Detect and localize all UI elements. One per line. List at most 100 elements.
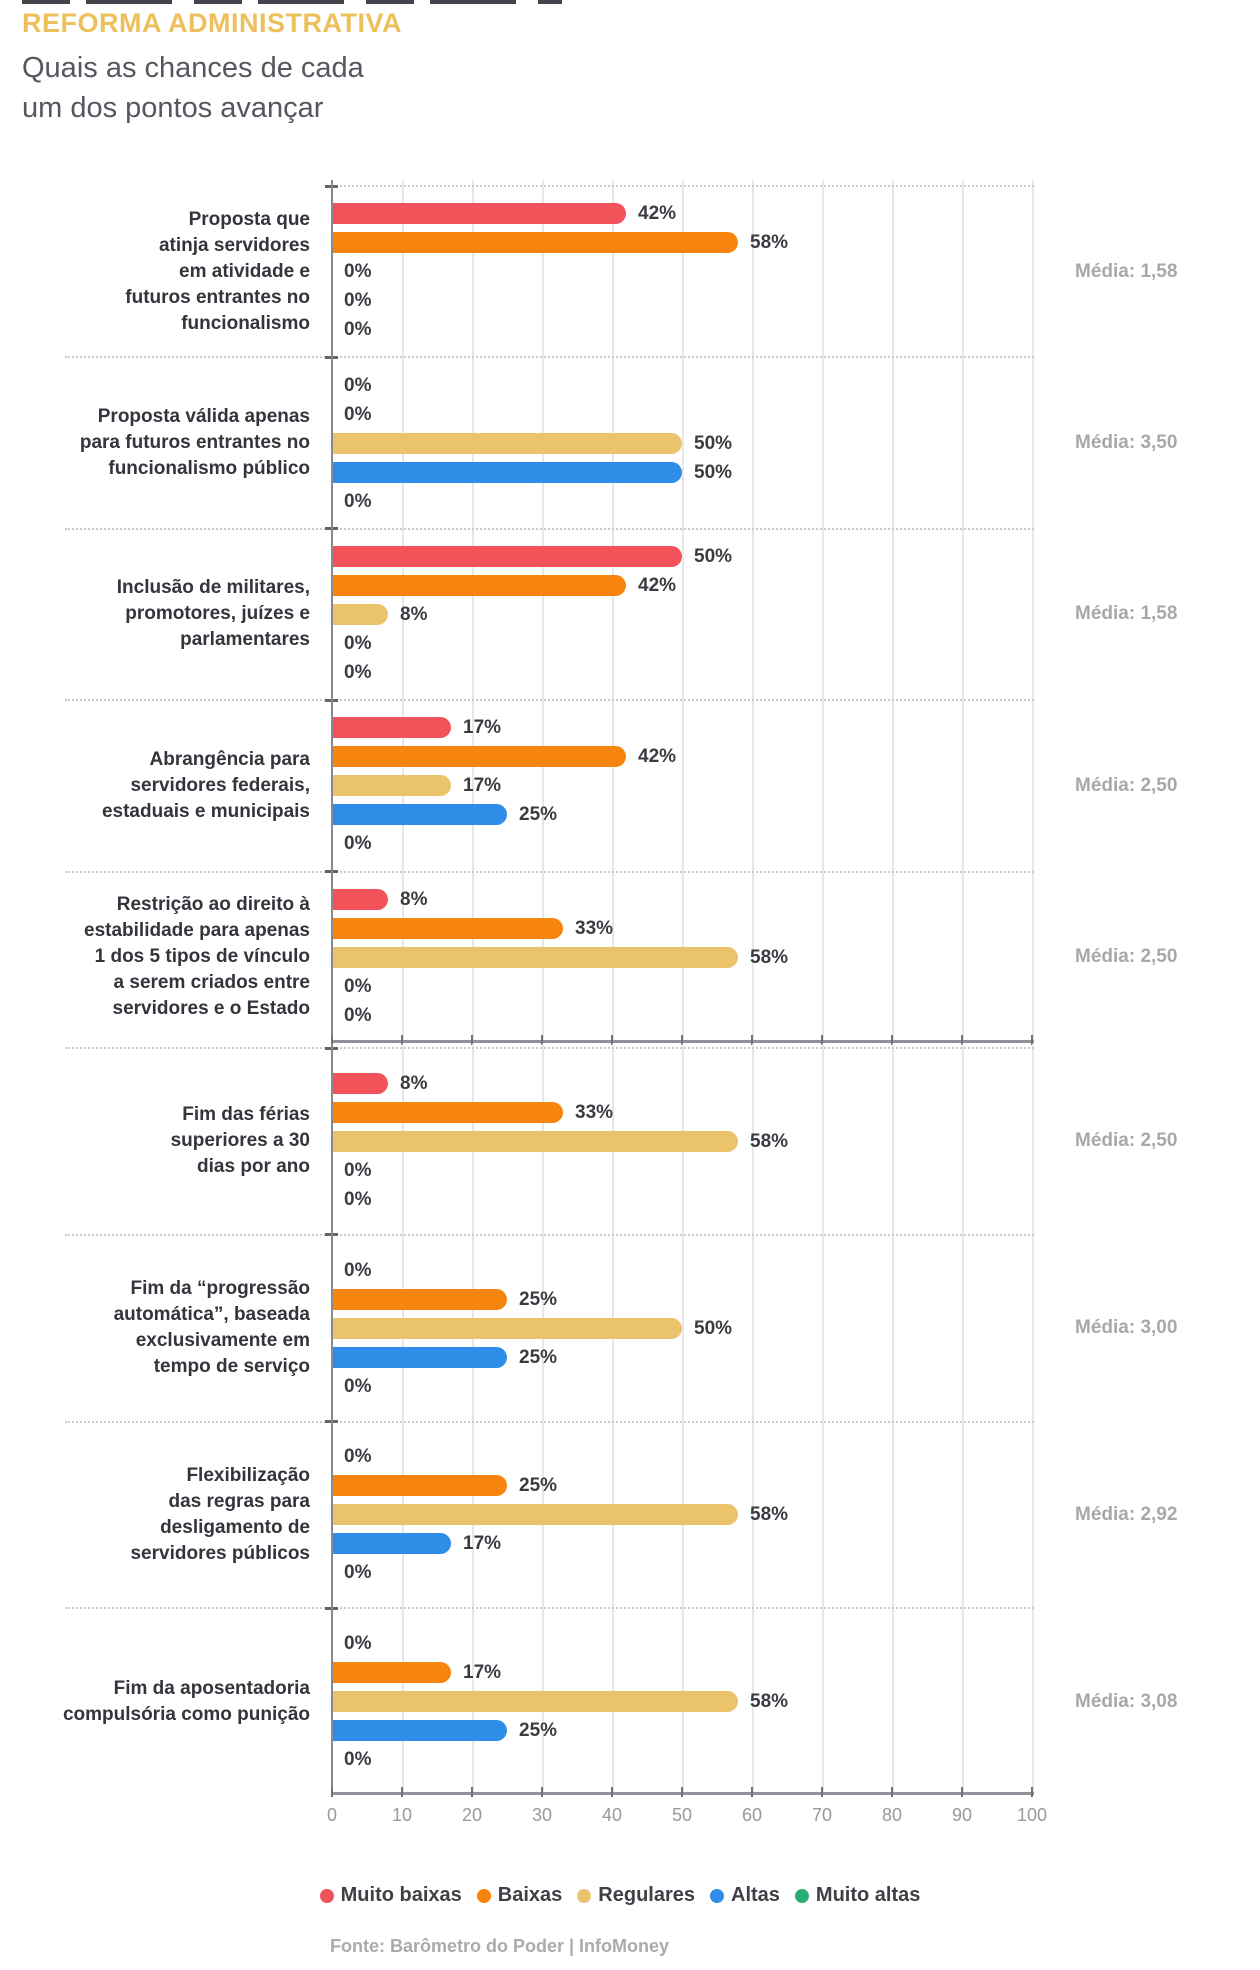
legend-label: Altas <box>731 1884 780 1906</box>
axis-tick <box>821 1787 823 1797</box>
bar-value-label: 50% <box>694 545 733 567</box>
bar <box>332 717 451 739</box>
legend-item: Regulares <box>577 1884 695 1907</box>
bar <box>332 746 626 768</box>
bar <box>332 603 388 625</box>
legend-item: Muito baixas <box>319 1884 462 1907</box>
bar-row: 50% <box>332 542 1032 571</box>
axis-tick <box>961 1787 963 1797</box>
bar-row: 25% <box>332 1343 1032 1372</box>
bar-row: 0% <box>332 371 1032 400</box>
bar-row: 17% <box>332 1658 1032 1687</box>
page-subtitle: Quais as chances de cada um dos pontos a… <box>22 48 364 128</box>
group-separator-line <box>65 1607 1034 1610</box>
axis-spine <box>331 180 333 1043</box>
bar-value-label: 0% <box>344 319 372 341</box>
bar-row: 8% <box>332 885 1032 914</box>
bar-rows: 0% 25% 50% 25% 0% <box>332 1235 1032 1422</box>
bar-value-label: 25% <box>519 804 558 826</box>
bar-row: 8% <box>332 1069 1032 1098</box>
bar-rows: 0% 25% 58% 17% 0% <box>332 1422 1032 1609</box>
bar-value-label: 0% <box>344 290 372 312</box>
bar-row: 50% <box>332 429 1032 458</box>
bar-value-label: 0% <box>344 261 372 283</box>
gridline <box>1032 180 1034 1043</box>
bar-row: 0% <box>332 629 1032 658</box>
cropped-text-fragments <box>22 0 562 4</box>
gridline <box>472 1044 474 1795</box>
gridline <box>402 1044 404 1795</box>
axis-tick-label: 40 <box>601 1805 623 1825</box>
bar <box>332 1662 451 1684</box>
axis-tick <box>611 1787 613 1797</box>
axis-tick <box>681 1035 683 1045</box>
bar-row: 25% <box>332 800 1032 829</box>
bar-row: 17% <box>332 713 1032 742</box>
bar-value-label: 42% <box>638 746 677 768</box>
category-label: Abrangência para servidores federais, es… <box>101 748 310 822</box>
bar-value-label: 8% <box>400 888 428 910</box>
bar-rows: 0% 0% 50% 50% 0% <box>332 357 1032 528</box>
axis-tick <box>331 1787 333 1797</box>
page-subtitle-line: Quais as chances de cada <box>22 52 364 84</box>
bar <box>332 1720 507 1742</box>
bar-row: 0% <box>332 1372 1032 1401</box>
axis-tick <box>401 1787 403 1797</box>
bar-row: 17% <box>332 771 1032 800</box>
bar-value-label: 17% <box>463 1662 502 1684</box>
media-label: Média: 1,58 <box>1075 260 1178 282</box>
gridline <box>752 1044 754 1795</box>
bar-row: 50% <box>332 458 1032 487</box>
bar-value-label: 58% <box>750 232 789 254</box>
axis-tick-label: 70 <box>811 1805 833 1825</box>
axis-tick <box>541 1787 543 1797</box>
category-label: Proposta válida apenas para futuros entr… <box>79 406 310 480</box>
gridline <box>542 1044 544 1795</box>
bar-value-label: 0% <box>344 1749 372 1771</box>
bar-row: 0% <box>332 829 1032 858</box>
bar-row: 0% <box>332 257 1032 286</box>
gridline <box>542 180 544 1043</box>
category-label: Fim da “progressão automática”, baseada … <box>113 1278 310 1378</box>
bar <box>332 1504 738 1526</box>
bar-row: 0% <box>332 1156 1032 1185</box>
category-group: Restrição ao direito à estabilidade para… <box>0 870 1240 1043</box>
bar-row: 25% <box>332 1285 1032 1314</box>
bar-value-label: 8% <box>400 603 428 625</box>
bar <box>332 545 682 567</box>
category-label: Restrição ao direito à estabilidade para… <box>84 894 310 1020</box>
group-separator-line <box>65 356 1034 359</box>
bar-row: 50% <box>332 1314 1032 1343</box>
bar-value-label: 50% <box>694 461 733 483</box>
gridline <box>752 180 754 1043</box>
bar-row: 0% <box>332 286 1032 315</box>
media-label: Média: 2,50 <box>1075 1130 1178 1152</box>
axis-tick <box>891 1035 893 1045</box>
bar <box>332 203 626 225</box>
category-group: Proposta que atinja servidores em ativid… <box>0 185 1240 357</box>
axis-tick <box>1031 1787 1033 1797</box>
bar <box>332 946 738 968</box>
category-label: Inclusão de militares, promotores, juíze… <box>116 577 310 651</box>
chart-panel: Proposta que atinja servidores em ativid… <box>0 180 1240 1045</box>
bar-row: 0% <box>332 315 1032 344</box>
group-separator-line <box>65 527 1034 530</box>
axis-tick <box>751 1787 753 1797</box>
bar-row: 42% <box>332 199 1032 228</box>
bar <box>332 461 682 483</box>
bar-row: 58% <box>332 228 1032 257</box>
bar-value-label: 0% <box>344 1562 372 1584</box>
category-group: Fim da aposentadoria compulsória como pu… <box>0 1607 1240 1795</box>
bar-row: 42% <box>332 742 1032 771</box>
bar-value-label: 58% <box>750 1691 789 1713</box>
page-subtitle-line: um dos pontos avançar <box>22 92 324 124</box>
bar-value-label: 0% <box>344 1446 372 1468</box>
bar-row: 25% <box>332 1471 1032 1500</box>
axis-tick <box>821 1035 823 1045</box>
axis-tick <box>401 1035 403 1045</box>
axis-tick <box>1031 1035 1033 1045</box>
gridline <box>822 1044 824 1795</box>
legend-item: Altas <box>710 1884 780 1907</box>
category-label: Fim das férias superiores a 30 dias por … <box>170 1104 310 1178</box>
